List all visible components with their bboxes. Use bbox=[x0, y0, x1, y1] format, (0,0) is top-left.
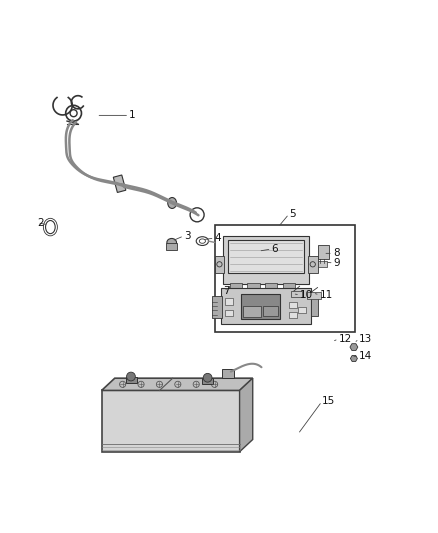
Bar bbox=[230, 282, 242, 290]
Text: 14: 14 bbox=[359, 351, 372, 361]
Bar bbox=[263, 306, 278, 316]
Text: 3: 3 bbox=[184, 231, 191, 241]
Bar bbox=[289, 312, 297, 318]
Bar bbox=[283, 282, 295, 290]
Bar bbox=[212, 296, 222, 318]
Bar bbox=[225, 298, 233, 304]
Text: 12: 12 bbox=[339, 334, 352, 344]
Bar bbox=[228, 240, 304, 273]
Circle shape bbox=[127, 372, 135, 381]
Bar bbox=[289, 302, 297, 308]
Text: 6: 6 bbox=[272, 244, 278, 254]
Bar bbox=[265, 282, 277, 290]
Text: 1: 1 bbox=[129, 110, 136, 120]
Bar bbox=[221, 288, 311, 324]
Bar bbox=[311, 298, 318, 316]
Text: 15: 15 bbox=[322, 397, 335, 406]
Bar bbox=[215, 255, 224, 273]
Text: 11: 11 bbox=[320, 290, 333, 300]
Text: 7: 7 bbox=[223, 286, 230, 296]
Bar bbox=[298, 307, 306, 313]
Polygon shape bbox=[350, 344, 358, 351]
Text: 8: 8 bbox=[333, 248, 339, 259]
Bar bbox=[102, 391, 240, 452]
Text: 4: 4 bbox=[215, 233, 221, 243]
Text: 13: 13 bbox=[359, 334, 372, 344]
Bar bbox=[166, 243, 177, 251]
Bar bbox=[222, 368, 234, 378]
Bar bbox=[291, 291, 302, 297]
Bar bbox=[223, 236, 309, 284]
Ellipse shape bbox=[168, 198, 177, 208]
Text: 5: 5 bbox=[289, 209, 296, 219]
Polygon shape bbox=[240, 378, 253, 452]
Bar bbox=[202, 378, 213, 384]
Bar bbox=[225, 310, 233, 317]
Text: 2: 2 bbox=[37, 217, 44, 228]
Bar bbox=[215, 225, 355, 332]
Bar bbox=[113, 175, 126, 192]
Bar bbox=[126, 376, 137, 383]
Circle shape bbox=[203, 374, 212, 382]
Text: 10: 10 bbox=[300, 290, 313, 300]
Ellipse shape bbox=[167, 238, 177, 246]
Polygon shape bbox=[102, 378, 253, 391]
Bar bbox=[243, 306, 261, 317]
Bar bbox=[241, 294, 280, 319]
Text: 9: 9 bbox=[334, 258, 340, 268]
Bar bbox=[318, 246, 328, 259]
Bar bbox=[318, 261, 327, 268]
Bar bbox=[247, 282, 260, 290]
Bar bbox=[308, 255, 318, 273]
Polygon shape bbox=[350, 356, 357, 361]
Bar bbox=[307, 292, 321, 299]
